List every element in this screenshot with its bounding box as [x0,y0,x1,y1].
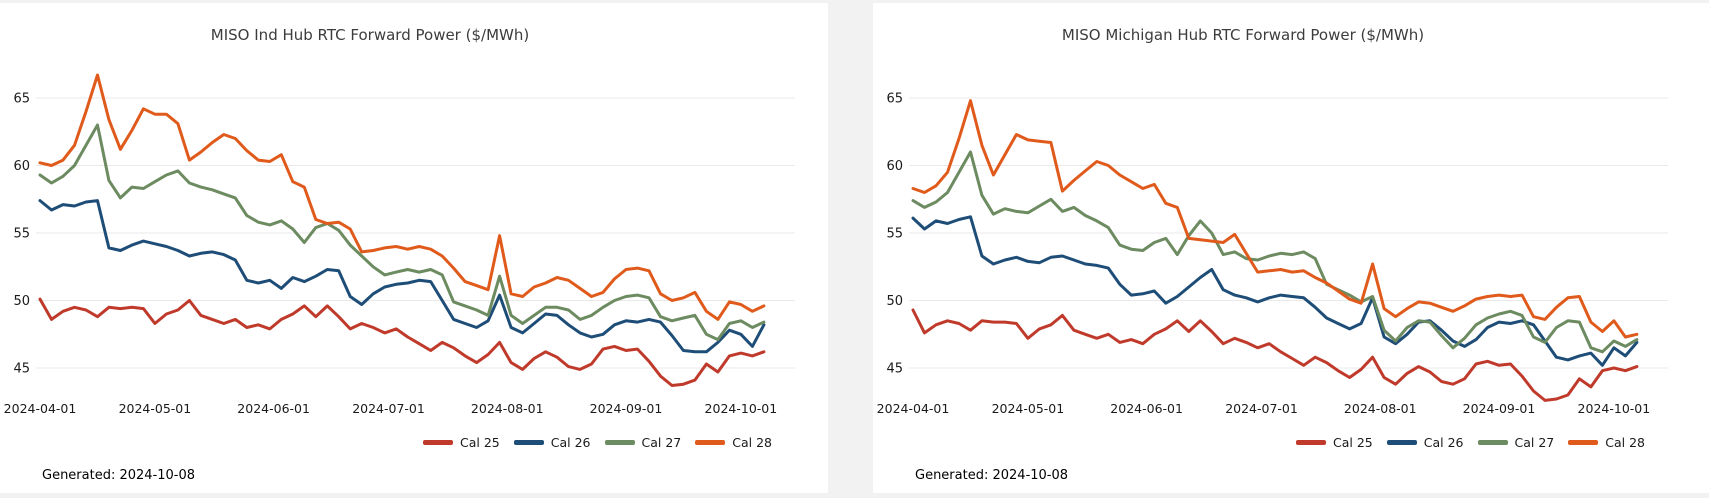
y-axis-tick-label: 55 [886,227,903,242]
chart-plot-ind-hub: 45 50 55 60 65 2024-04-01 2024-05-01 2024-06-01… [4,73,795,416]
y-axis-tick-label: 45 [886,362,903,377]
legend-label: Cal 28 [1605,434,1645,450]
x-axis-tick-label: 2024-05-01 [992,401,1065,416]
y-axis-tick-label: 50 [886,294,903,309]
card-divider [828,0,873,498]
generated-timestamp: Generated: 2024-10-08 [42,468,196,483]
legend-swatch [1386,439,1417,445]
chart-card-michigan-hub: MISO Michigan Hub RTC Forward Power ($/M… [873,3,1709,493]
legend-label: Cal 27 [641,434,682,450]
x-axis-tick-label: 2024-09-01 [590,401,663,416]
x-axis-tick-label: 2024-08-01 [471,401,544,416]
legend-item-cal-26: Cal 26 [1386,434,1464,450]
series-line-cal-25 [38,297,766,387]
y-axis-tick-label: 55 [13,227,30,242]
legend-label: Cal 25 [1333,434,1373,450]
chart-plot-michigan-hub: 45 50 55 60 65 2024-04-01 2024-05-01 2024-06-01… [877,92,1668,416]
legend-label: Cal 26 [550,434,591,450]
x-axis-tick-label: 2024-08-01 [1344,401,1417,416]
legend-swatch [1568,439,1599,445]
series-line-cal-25 [911,308,1639,402]
series-line-cal-26 [911,215,1639,367]
chart-card-ind-hub: MISO Ind Hub RTC Forward Power ($/MWh) 4… [0,3,828,493]
legend-label: Cal 25 [460,434,500,450]
legend-label: Cal 28 [732,434,772,450]
legend-swatch [513,439,544,445]
legend-ind-hub: Cal 25 Cal 26 Cal 27 Cal 28 [0,432,800,452]
x-axis-tick-label: 2024-05-01 [119,401,192,416]
legend-item-cal-28: Cal 28 [695,435,772,450]
series-line-cal-28 [38,73,766,321]
legend-swatch [1477,439,1508,445]
series-line-cal-27 [911,150,1639,354]
y-axis-tick-label: 60 [13,159,30,174]
y-axis-tick-label: 50 [13,294,30,309]
legend-label: Cal 26 [1423,434,1464,450]
x-axis-tick-label: 2024-06-01 [237,401,310,416]
x-axis-tick-label: 2024-07-01 [352,401,425,416]
legend-swatch [423,439,453,445]
legend-label: Cal 27 [1514,434,1555,450]
legend-swatch [604,439,635,445]
legend-item-cal-26: Cal 26 [513,434,591,450]
y-axis-tick-label: 65 [13,92,30,107]
legend-swatch [1296,439,1326,445]
legend-michigan-hub: Cal 25 Cal 26 Cal 27 Cal 28 [873,432,1673,452]
series-line-cal-27 [38,123,766,342]
y-axis-tick-label: 60 [886,159,903,174]
x-axis-tick-label: 2024-04-01 [4,401,77,416]
x-axis-tick-label: 2024-10-01 [705,401,778,416]
chart-title-ind-hub: MISO Ind Hub RTC Forward Power ($/MWh) [210,26,530,44]
legend-item-cal-25: Cal 25 [423,435,500,450]
legend-item-cal-27: Cal 27 [604,434,682,450]
legend-item-cal-25: Cal 25 [1296,435,1373,450]
x-axis-tick-label: 2024-04-01 [877,401,950,416]
y-axis-tick-label: 45 [13,362,30,377]
y-axis-tick-label: 65 [886,92,903,107]
chart-title-michigan-hub: MISO Michigan Hub RTC Forward Power ($/M… [1061,26,1425,44]
series-line-cal-26 [38,199,766,354]
x-axis-tick-label: 2024-07-01 [1225,401,1298,416]
generated-timestamp: Generated: 2024-10-08 [915,468,1069,483]
legend-swatch [695,439,726,445]
legend-item-cal-28: Cal 28 [1568,435,1645,450]
x-axis-tick-label: 2024-06-01 [1110,401,1183,416]
series-line-cal-28 [911,99,1639,339]
x-axis-tick-label: 2024-09-01 [1463,401,1536,416]
legend-item-cal-27: Cal 27 [1477,434,1555,450]
x-axis-tick-label: 2024-10-01 [1578,401,1651,416]
